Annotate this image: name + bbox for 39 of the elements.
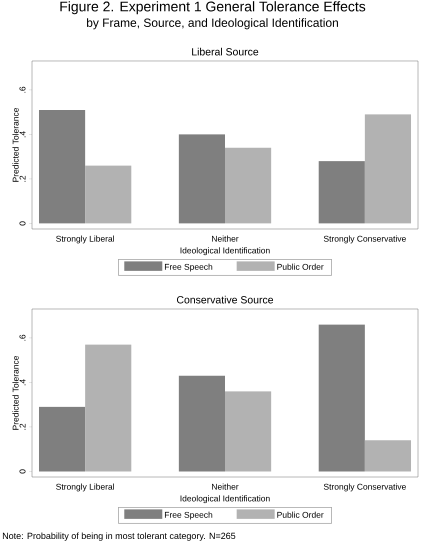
bar: [38, 110, 86, 224]
text: by Frame, Source, and Ideological Identification: [87, 18, 338, 30]
legend-label: Public Order: [277, 512, 324, 518]
y-axis-title: Predicted Tolerance: [12, 108, 19, 182]
x-axis-title: Ideological Identification: [180, 247, 270, 256]
x-tick-label: Strongly Liberal: [56, 484, 114, 492]
legend-label: Public Order: [277, 264, 324, 270]
bar: [85, 166, 132, 224]
x-tick-label: Strongly Conservative: [324, 236, 406, 244]
y-tick-label: .6: [20, 334, 26, 341]
bar: [225, 391, 272, 472]
caption: Figure 2. Experiment 1 General Tolerance Effects: [60, 1, 366, 14]
x-tick-label: Neither: [212, 484, 238, 490]
y-tick-label: .4: [20, 379, 26, 386]
bar: [178, 376, 226, 472]
chart-title: Conservative Source: [176, 296, 274, 304]
chart-title: Liberal Source: [192, 48, 258, 56]
legend-label: Free Speech: [164, 264, 212, 272]
bar: [178, 134, 226, 224]
y-tick-label: 0: [20, 221, 26, 226]
y-tick-label: .2: [20, 176, 26, 182]
y-tick-label: .6: [20, 86, 26, 93]
x-tick-label: Strongly Liberal: [56, 236, 114, 244]
x-tick-label: Strongly Conservative: [324, 484, 406, 492]
y-tick-label: .4: [20, 131, 26, 138]
bar: [225, 148, 272, 224]
bar: [85, 344, 132, 472]
bar: [364, 114, 412, 224]
bar: [38, 406, 86, 472]
bar: [318, 324, 365, 472]
text: Note: Probability of being in most tolerant category. N=265: [2, 532, 236, 541]
bar: [318, 161, 365, 224]
bar: [364, 440, 412, 472]
legend-label: Free Speech: [164, 512, 212, 520]
y-tick-label: .2: [20, 424, 26, 430]
y-axis-title: Predicted Tolerance: [12, 356, 19, 430]
x-axis-title: Ideological Identification: [180, 495, 270, 504]
x-tick-label: Neither: [212, 236, 238, 242]
y-tick-label: 0: [20, 469, 26, 474]
